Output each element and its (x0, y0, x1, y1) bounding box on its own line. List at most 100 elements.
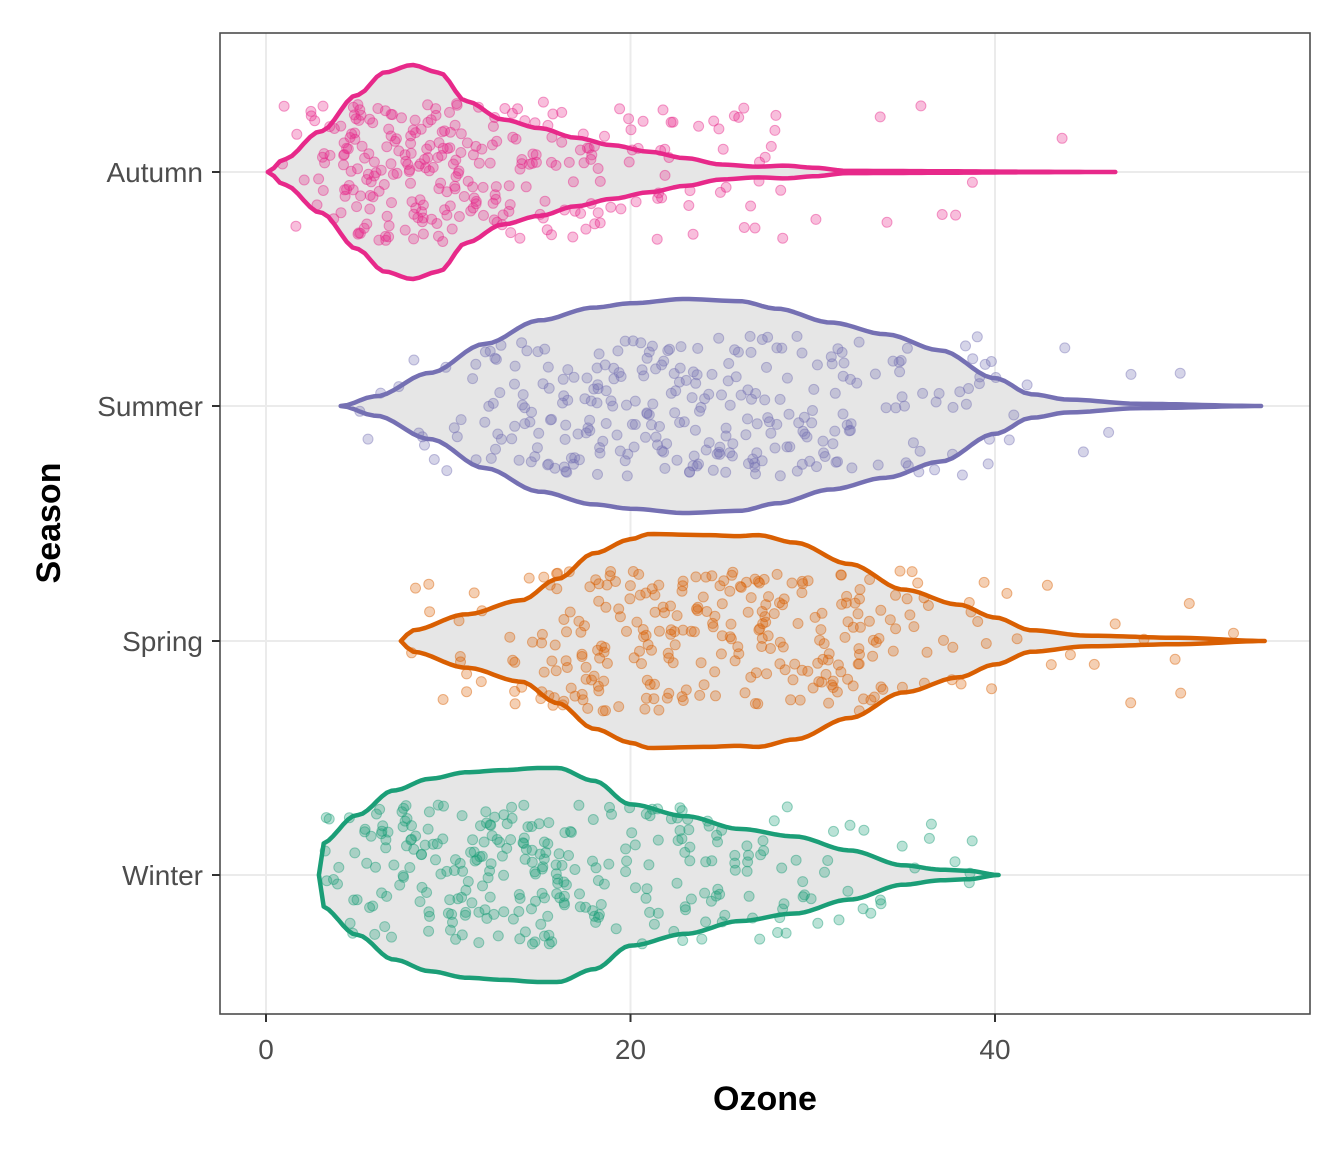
data-point (900, 457, 912, 469)
data-point (451, 431, 463, 443)
data-point (423, 925, 435, 937)
data-point (686, 392, 698, 404)
data-point (444, 200, 456, 212)
data-point (455, 414, 467, 426)
data-point (590, 916, 602, 928)
data-point (567, 231, 579, 243)
data-point (470, 198, 482, 210)
data-point (456, 891, 468, 903)
data-point (849, 597, 861, 609)
jitter-points (277, 96, 1239, 950)
data-point (599, 130, 610, 142)
data-point (518, 838, 530, 849)
data-point (659, 169, 671, 181)
data-point (380, 234, 392, 246)
data-point (456, 810, 468, 822)
data-point (771, 568, 783, 580)
data-point (694, 405, 705, 417)
data-point (730, 371, 742, 383)
data-point (661, 692, 673, 704)
data-point (554, 892, 566, 904)
data-point (401, 840, 412, 852)
data-point (408, 208, 420, 220)
data-point (319, 845, 331, 857)
data-point (822, 855, 834, 866)
data-point (745, 671, 757, 683)
data-point (442, 907, 454, 919)
data-point (762, 630, 774, 642)
data-point (644, 906, 656, 918)
data-point (594, 447, 606, 459)
data-point (381, 141, 393, 153)
data-point (765, 643, 776, 654)
data-point (656, 445, 668, 457)
data-point (765, 427, 777, 439)
data-point (580, 223, 592, 235)
data-point (642, 639, 654, 651)
data-point (361, 218, 373, 230)
data-point (465, 846, 477, 858)
data-point (468, 587, 480, 599)
data-point (715, 648, 727, 660)
data-point (700, 916, 712, 928)
data-point (559, 827, 571, 839)
data-point (613, 367, 625, 379)
data-point (635, 337, 647, 349)
data-point (714, 186, 726, 198)
data-point (725, 618, 737, 630)
data-point (792, 618, 804, 629)
data-point (835, 666, 847, 678)
data-point (644, 679, 656, 690)
data-point (663, 652, 675, 664)
data-point (385, 130, 397, 142)
data-point (441, 865, 453, 877)
data-point (562, 394, 574, 406)
data-point (820, 668, 832, 680)
data-point (710, 890, 722, 902)
data-point (923, 832, 935, 844)
data-point (679, 846, 691, 858)
data-point (565, 682, 577, 694)
data-point (929, 464, 941, 476)
data-point (870, 636, 882, 648)
data-point (647, 398, 659, 410)
data-point (875, 898, 887, 910)
data-point (1169, 653, 1181, 665)
data-point (592, 680, 604, 692)
data-point (368, 170, 380, 182)
data-point (801, 431, 813, 443)
data-point (758, 573, 770, 585)
data-point (533, 818, 545, 830)
data-point (621, 625, 632, 637)
data-point (345, 165, 357, 177)
data-point (986, 683, 998, 695)
data-point (604, 570, 616, 582)
data-point (545, 414, 556, 426)
data-point (912, 577, 924, 589)
data-point (640, 892, 652, 904)
data-point (514, 892, 526, 904)
data-point (542, 838, 554, 850)
data-point (727, 438, 739, 450)
data-point (385, 158, 397, 170)
data-point (309, 115, 321, 127)
data-point (573, 454, 585, 466)
data-point (1183, 598, 1195, 609)
data-point (424, 910, 435, 922)
data-point (596, 640, 607, 652)
data-point (624, 580, 636, 592)
data-point (643, 859, 655, 871)
data-point (955, 678, 967, 690)
data-point (643, 409, 655, 421)
data-point (410, 582, 421, 594)
data-point (605, 395, 617, 407)
data-point (538, 666, 550, 678)
data-point (818, 638, 830, 650)
data-point (725, 633, 737, 645)
data-point (519, 926, 531, 938)
data-point (526, 406, 537, 418)
data-point (469, 855, 481, 867)
data-point (1064, 649, 1076, 661)
data-point (513, 889, 525, 900)
